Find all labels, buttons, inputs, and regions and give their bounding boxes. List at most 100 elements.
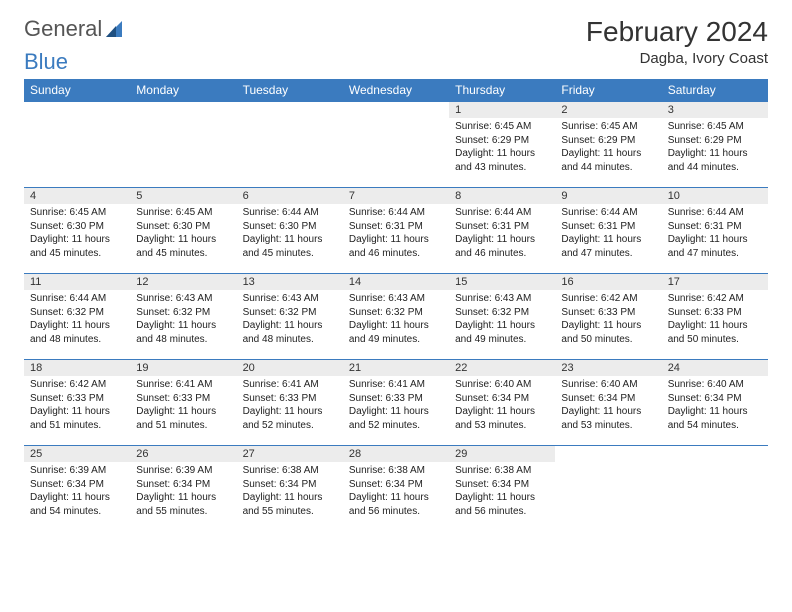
daylight-line2: and 45 minutes. <box>136 247 230 261</box>
dayname-row: Sunday Monday Tuesday Wednesday Thursday… <box>24 79 768 101</box>
sunset-text: Sunset: 6:30 PM <box>243 220 337 234</box>
dayname-tuesday: Tuesday <box>237 79 343 101</box>
calendar-cell: 12Sunrise: 6:43 AMSunset: 6:32 PMDayligh… <box>130 273 236 359</box>
daylight-line2: and 53 minutes. <box>561 419 655 433</box>
day-number: 21 <box>343 359 449 376</box>
daylight-line1: Daylight: 11 hours <box>455 319 549 333</box>
sunrise-text: Sunrise: 6:38 AM <box>455 464 549 478</box>
daylight-line1: Daylight: 11 hours <box>668 147 762 161</box>
day-number: 6 <box>237 187 343 204</box>
sunrise-text: Sunrise: 6:40 AM <box>668 378 762 392</box>
daylight-line2: and 54 minutes. <box>668 419 762 433</box>
daylight-line2: and 56 minutes. <box>455 505 549 519</box>
daylight-line1: Daylight: 11 hours <box>136 491 230 505</box>
daylight-line1: Daylight: 11 hours <box>243 233 337 247</box>
sunrise-text: Sunrise: 6:44 AM <box>561 206 655 220</box>
sunrise-text: Sunrise: 6:42 AM <box>561 292 655 306</box>
daylight-line1: Daylight: 11 hours <box>243 319 337 333</box>
day-number: 9 <box>555 187 661 204</box>
day-number: 28 <box>343 445 449 462</box>
calendar-cell: 20Sunrise: 6:41 AMSunset: 6:33 PMDayligh… <box>237 359 343 445</box>
calendar-cell: 29Sunrise: 6:38 AMSunset: 6:34 PMDayligh… <box>449 445 555 531</box>
daylight-line1: Daylight: 11 hours <box>561 319 655 333</box>
sunrise-text: Sunrise: 6:43 AM <box>136 292 230 306</box>
day-info: Sunrise: 6:41 AMSunset: 6:33 PMDaylight:… <box>130 376 236 436</box>
daylight-line2: and 45 minutes. <box>30 247 124 261</box>
daylight-line2: and 48 minutes. <box>136 333 230 347</box>
day-number: 22 <box>449 359 555 376</box>
empty-day <box>343 101 449 118</box>
sunset-text: Sunset: 6:31 PM <box>455 220 549 234</box>
daylight-line1: Daylight: 11 hours <box>455 147 549 161</box>
sunset-text: Sunset: 6:29 PM <box>455 134 549 148</box>
daylight-line2: and 52 minutes. <box>349 419 443 433</box>
day-number: 25 <box>24 445 130 462</box>
sunrise-text: Sunrise: 6:44 AM <box>455 206 549 220</box>
sunset-text: Sunset: 6:30 PM <box>136 220 230 234</box>
daylight-line1: Daylight: 11 hours <box>30 491 124 505</box>
day-info: Sunrise: 6:38 AMSunset: 6:34 PMDaylight:… <box>449 462 555 522</box>
sunset-text: Sunset: 6:29 PM <box>668 134 762 148</box>
daylight-line1: Daylight: 11 hours <box>136 405 230 419</box>
sunset-text: Sunset: 6:34 PM <box>455 392 549 406</box>
calendar-cell: 3Sunrise: 6:45 AMSunset: 6:29 PMDaylight… <box>662 101 768 187</box>
calendar-week-row: 18Sunrise: 6:42 AMSunset: 6:33 PMDayligh… <box>24 359 768 445</box>
day-info: Sunrise: 6:41 AMSunset: 6:33 PMDaylight:… <box>237 376 343 436</box>
day-info: Sunrise: 6:42 AMSunset: 6:33 PMDaylight:… <box>662 290 768 350</box>
daylight-line2: and 55 minutes. <box>243 505 337 519</box>
daylight-line1: Daylight: 11 hours <box>561 233 655 247</box>
day-number: 5 <box>130 187 236 204</box>
sunrise-text: Sunrise: 6:44 AM <box>349 206 443 220</box>
sunset-text: Sunset: 6:33 PM <box>668 306 762 320</box>
daylight-line1: Daylight: 11 hours <box>243 491 337 505</box>
calendar-cell: 11Sunrise: 6:44 AMSunset: 6:32 PMDayligh… <box>24 273 130 359</box>
sunset-text: Sunset: 6:34 PM <box>668 392 762 406</box>
sunrise-text: Sunrise: 6:40 AM <box>561 378 655 392</box>
sunrise-text: Sunrise: 6:39 AM <box>30 464 124 478</box>
sunset-text: Sunset: 6:34 PM <box>561 392 655 406</box>
dayname-friday: Friday <box>555 79 661 101</box>
dayname-saturday: Saturday <box>662 79 768 101</box>
month-title: February 2024 <box>586 16 768 48</box>
daylight-line1: Daylight: 11 hours <box>243 405 337 419</box>
day-number: 8 <box>449 187 555 204</box>
calendar-cell: 22Sunrise: 6:40 AMSunset: 6:34 PMDayligh… <box>449 359 555 445</box>
daylight-line2: and 50 minutes. <box>561 333 655 347</box>
daylight-line1: Daylight: 11 hours <box>561 405 655 419</box>
sunset-text: Sunset: 6:32 PM <box>455 306 549 320</box>
calendar-cell: 9Sunrise: 6:44 AMSunset: 6:31 PMDaylight… <box>555 187 661 273</box>
sunrise-text: Sunrise: 6:42 AM <box>668 292 762 306</box>
day-number: 10 <box>662 187 768 204</box>
day-info: Sunrise: 6:44 AMSunset: 6:30 PMDaylight:… <box>237 204 343 264</box>
sunset-text: Sunset: 6:33 PM <box>561 306 655 320</box>
day-number: 27 <box>237 445 343 462</box>
sunset-text: Sunset: 6:33 PM <box>30 392 124 406</box>
day-number: 14 <box>343 273 449 290</box>
day-number: 3 <box>662 101 768 118</box>
daylight-line2: and 55 minutes. <box>136 505 230 519</box>
calendar-cell: 1Sunrise: 6:45 AMSunset: 6:29 PMDaylight… <box>449 101 555 187</box>
daylight-line1: Daylight: 11 hours <box>30 233 124 247</box>
calendar-week-row: 1Sunrise: 6:45 AMSunset: 6:29 PMDaylight… <box>24 101 768 187</box>
day-info: Sunrise: 6:38 AMSunset: 6:34 PMDaylight:… <box>343 462 449 522</box>
daylight-line2: and 48 minutes. <box>243 333 337 347</box>
daylight-line1: Daylight: 11 hours <box>30 319 124 333</box>
sunset-text: Sunset: 6:29 PM <box>561 134 655 148</box>
sunrise-text: Sunrise: 6:41 AM <box>243 378 337 392</box>
day-number: 7 <box>343 187 449 204</box>
calendar-week-row: 4Sunrise: 6:45 AMSunset: 6:30 PMDaylight… <box>24 187 768 273</box>
day-info: Sunrise: 6:43 AMSunset: 6:32 PMDaylight:… <box>449 290 555 350</box>
sunset-text: Sunset: 6:34 PM <box>243 478 337 492</box>
location-text: Dagba, Ivory Coast <box>586 50 768 67</box>
daylight-line2: and 49 minutes. <box>455 333 549 347</box>
calendar-cell: 16Sunrise: 6:42 AMSunset: 6:33 PMDayligh… <box>555 273 661 359</box>
day-number: 29 <box>449 445 555 462</box>
sunset-text: Sunset: 6:33 PM <box>243 392 337 406</box>
sunset-text: Sunset: 6:34 PM <box>30 478 124 492</box>
daylight-line1: Daylight: 11 hours <box>455 405 549 419</box>
calendar-cell: 7Sunrise: 6:44 AMSunset: 6:31 PMDaylight… <box>343 187 449 273</box>
logo-sail-icon <box>104 19 126 39</box>
sunrise-text: Sunrise: 6:38 AM <box>349 464 443 478</box>
daylight-line1: Daylight: 11 hours <box>455 233 549 247</box>
calendar-cell: 21Sunrise: 6:41 AMSunset: 6:33 PMDayligh… <box>343 359 449 445</box>
